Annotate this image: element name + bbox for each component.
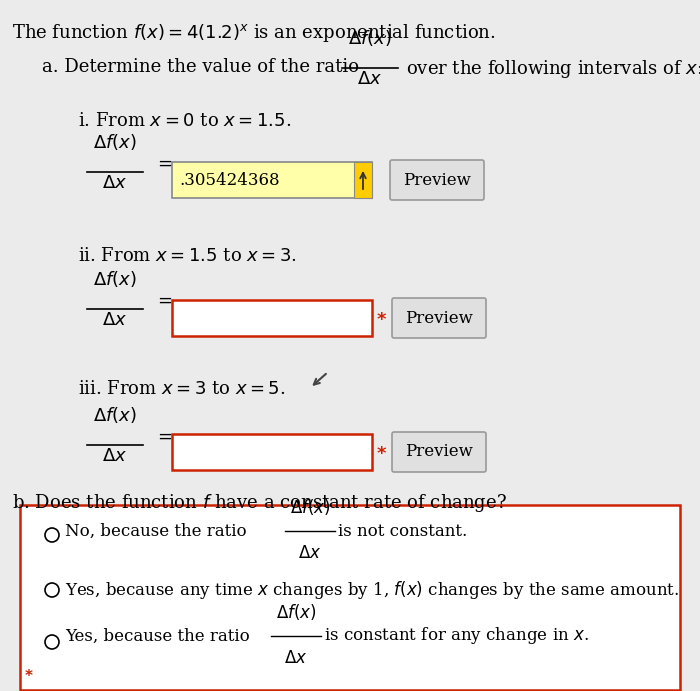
Text: b. Does the function $f$ have a constant rate of change?: b. Does the function $f$ have a constant… (12, 492, 507, 514)
Text: $=$: $=$ (154, 291, 173, 309)
Text: $\Delta x$: $\Delta x$ (102, 174, 127, 192)
FancyBboxPatch shape (392, 298, 486, 338)
FancyBboxPatch shape (392, 432, 486, 472)
Text: $\Delta f(x)$: $\Delta f(x)$ (276, 602, 316, 622)
Text: $\Delta f(x)$: $\Delta f(x)$ (93, 405, 137, 425)
Text: $\mathbf{*}$: $\mathbf{*}$ (24, 667, 34, 682)
Text: $=$: $=$ (154, 154, 173, 172)
Text: is not constant.: is not constant. (338, 522, 468, 540)
Text: $=$: $=$ (154, 427, 173, 445)
Bar (172, 434, 372, 470)
Text: ii. From $x = 1.5$ to $x = 3$.: ii. From $x = 1.5$ to $x = 3$. (78, 247, 297, 265)
Text: i. From $x = 0$ to $x = 1.5$.: i. From $x = 0$ to $x = 1.5$. (78, 112, 291, 130)
Bar (354, 162, 372, 198)
Text: Preview: Preview (405, 444, 473, 460)
Text: $\Delta f(x)$: $\Delta f(x)$ (348, 28, 392, 48)
Text: over the following intervals of $x$:: over the following intervals of $x$: (406, 58, 700, 80)
Text: Preview: Preview (403, 171, 471, 189)
Bar (20, 505, 680, 690)
FancyBboxPatch shape (390, 160, 484, 200)
Text: The function $f(x) = 4(1.2)^x$ is an exponential function.: The function $f(x) = 4(1.2)^x$ is an exp… (12, 22, 496, 44)
Text: a. Determine the value of the ratio: a. Determine the value of the ratio (42, 58, 359, 76)
Bar (172, 300, 372, 336)
Text: $\Delta x$: $\Delta x$ (102, 447, 127, 465)
Text: $\mathbf{*}$: $\mathbf{*}$ (376, 309, 387, 327)
Text: $\Delta f(x)$: $\Delta f(x)$ (93, 269, 137, 289)
Text: $\Delta x$: $\Delta x$ (102, 311, 127, 329)
Text: $\mathbf{*}$: $\mathbf{*}$ (376, 443, 387, 461)
Text: is constant for any change in $x$.: is constant for any change in $x$. (324, 625, 589, 647)
Text: $\Delta x$: $\Delta x$ (358, 70, 383, 88)
Text: $\Delta f(x)$: $\Delta f(x)$ (93, 132, 137, 152)
Bar (172, 162, 372, 198)
Text: No, because the ratio: No, because the ratio (65, 522, 246, 540)
Text: $\Delta x$: $\Delta x$ (284, 650, 308, 667)
Text: .305424368: .305424368 (179, 171, 279, 189)
Text: $\Delta x$: $\Delta x$ (298, 545, 322, 562)
Text: $\Delta f(x)$: $\Delta f(x)$ (290, 497, 330, 517)
Text: Preview: Preview (405, 310, 473, 327)
Text: iii. From $x = 3$ to $x = 5$.: iii. From $x = 3$ to $x = 5$. (78, 380, 286, 398)
Text: Yes, because any time $x$ changes by 1, $f(x)$ changes by the same amount.: Yes, because any time $x$ changes by 1, … (65, 579, 680, 601)
Text: Yes, because the ratio: Yes, because the ratio (65, 627, 250, 645)
